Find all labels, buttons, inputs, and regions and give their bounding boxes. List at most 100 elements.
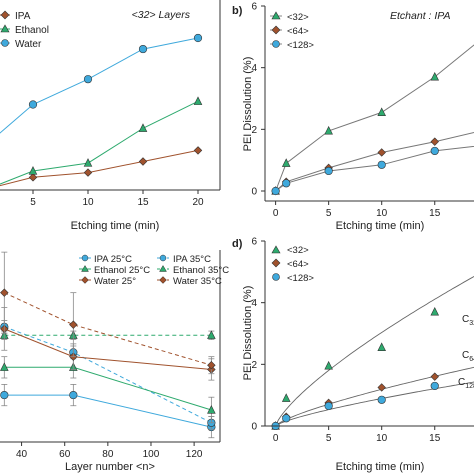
panel-c-legend-entry-ipa-35: IPA 35°C xyxy=(157,254,211,265)
legend-triangle-marker xyxy=(271,11,281,20)
data-point xyxy=(207,360,216,370)
panel-c-legend-entry-water-25: Water 25° xyxy=(79,276,136,287)
panel-d-x-axis-label: Etching time (min) xyxy=(336,461,425,473)
panel-c-x-axis-label: Layer number <n> xyxy=(65,461,155,473)
x-tick-label: 10 xyxy=(376,433,388,444)
legend-label: <64> xyxy=(287,26,309,37)
series-line xyxy=(275,145,474,192)
series-32 xyxy=(271,44,474,195)
legend-triangle-marker xyxy=(0,24,10,33)
data-point xyxy=(377,148,386,157)
x-tick-label: 80 xyxy=(102,449,114,460)
data-point xyxy=(324,360,333,370)
legend-triangle-marker xyxy=(159,265,167,272)
data-point xyxy=(281,393,291,402)
legend-label: IPA 35°C xyxy=(173,254,211,265)
x-tick-label: 20 xyxy=(192,197,204,208)
series-ethanol xyxy=(0,96,203,185)
x-tick-label: 15 xyxy=(429,208,441,219)
series-128 xyxy=(271,381,474,430)
data-point xyxy=(430,372,439,381)
series-line xyxy=(0,37,199,134)
panel-b-plot-area: 0 5 10 15 0 2 4 6 xyxy=(251,2,474,219)
x-tick-label: 0 xyxy=(273,208,279,219)
panel-a-legend: IPA Ethanol Water xyxy=(0,10,49,50)
series-layer xyxy=(0,33,203,187)
x-tick-label: 15 xyxy=(429,433,441,444)
panel-b-legend-entry-32: <32> xyxy=(270,11,309,23)
panel-a-legend-entry-ipa: IPA xyxy=(0,10,31,22)
panel-c: 40 60 80 100 120 IPA 25°C Ethanol 25°C Water… xyxy=(0,250,229,473)
series-line xyxy=(275,132,474,192)
panel-c-legend: IPA 25°C Ethanol 25°C Water 25° IPA 35°C xyxy=(79,254,229,287)
x-tick-label: 40 xyxy=(16,449,28,460)
data-point xyxy=(271,186,280,196)
fit-curve xyxy=(275,366,474,427)
panel-d-plot-area: 0 5 10 15 0 2 4 6 xyxy=(251,237,474,444)
x-tick-label: 10 xyxy=(82,197,94,208)
data-point xyxy=(28,166,38,175)
x-tick-label: 120 xyxy=(186,449,203,460)
panel-d-legend-entry-128: <128> xyxy=(272,273,314,284)
legend-diamond-marker xyxy=(271,25,281,35)
legend-label: Water 35°C xyxy=(173,276,222,287)
panel-d-legend-entry-32: <32> xyxy=(271,245,309,256)
data-point xyxy=(430,146,439,156)
panel-c-legend-entry-ethanol-25: Ethanol 25°C xyxy=(79,265,150,276)
series-water-35-c xyxy=(0,251,216,375)
x-tick-label: 100 xyxy=(143,449,160,460)
panel-a-plot-area: 5 10 15 20 xyxy=(0,33,204,208)
series-layer xyxy=(271,44,474,196)
series-line xyxy=(275,44,474,192)
legend-diamond-marker xyxy=(0,10,10,20)
data-point xyxy=(430,71,440,81)
x-tick-label: 10 xyxy=(376,208,388,219)
legend-circle-marker xyxy=(272,40,280,48)
panel-d-fit-label-64: C64 xyxy=(462,350,474,363)
data-point xyxy=(0,362,9,371)
data-point xyxy=(324,125,333,135)
panel-c-legend-entry-water-35: Water 35°C xyxy=(157,276,222,287)
data-point xyxy=(430,306,440,316)
data-point xyxy=(430,137,439,146)
panel-d-label: d) xyxy=(232,238,243,250)
panel-b-annotation: Etchant : IPA xyxy=(390,10,451,22)
panel-a-legend-entry-water: Water xyxy=(0,39,42,50)
legend-label: Water xyxy=(15,39,42,50)
data-point xyxy=(207,330,216,339)
legend-label: <32> xyxy=(287,245,309,256)
panel-b-y-axis-label: PEI Dissolution (%) xyxy=(242,57,254,152)
series-ipa-35-c xyxy=(0,319,216,430)
legend-label: <128> xyxy=(287,40,314,51)
data-point xyxy=(69,390,78,400)
series-128 xyxy=(271,145,474,196)
panel-b-legend-entry-64: <64> xyxy=(270,25,309,37)
legend-circle-marker xyxy=(272,273,280,281)
panel-d-y-axis-label: PEI Dissolution (%) xyxy=(242,286,254,381)
series-64 xyxy=(271,132,474,196)
legend-label: Water 25° xyxy=(94,276,136,287)
legend-label: <32> xyxy=(287,12,309,23)
data-point xyxy=(28,173,38,182)
series-ipa xyxy=(0,146,203,187)
series-water xyxy=(0,33,203,134)
panel-c-legend-entry-ipa-25: IPA 25°C xyxy=(79,254,132,265)
panel-b-legend: <32> <64> <128> xyxy=(270,11,314,51)
data-point xyxy=(377,395,386,404)
data-point xyxy=(193,146,203,155)
subscript: 128 xyxy=(465,383,474,390)
panel-a-legend-entry-ethanol: Ethanol xyxy=(0,24,49,36)
series-ipa-25-c xyxy=(0,383,216,439)
data-point xyxy=(324,166,333,176)
y-tick-label: 0 xyxy=(251,422,257,433)
data-point xyxy=(207,405,216,414)
data-point xyxy=(193,96,203,105)
x-tick-label: 5 xyxy=(30,197,36,208)
legend-diamond-marker xyxy=(271,258,281,268)
fit-curve xyxy=(275,381,474,427)
panel-d-legend-entry-64: <64> xyxy=(271,258,309,270)
data-point xyxy=(0,390,9,400)
data-point xyxy=(83,158,93,167)
y-tick-label: 6 xyxy=(251,2,257,13)
panel-d-legend: <32> <64> <128> xyxy=(271,245,314,284)
